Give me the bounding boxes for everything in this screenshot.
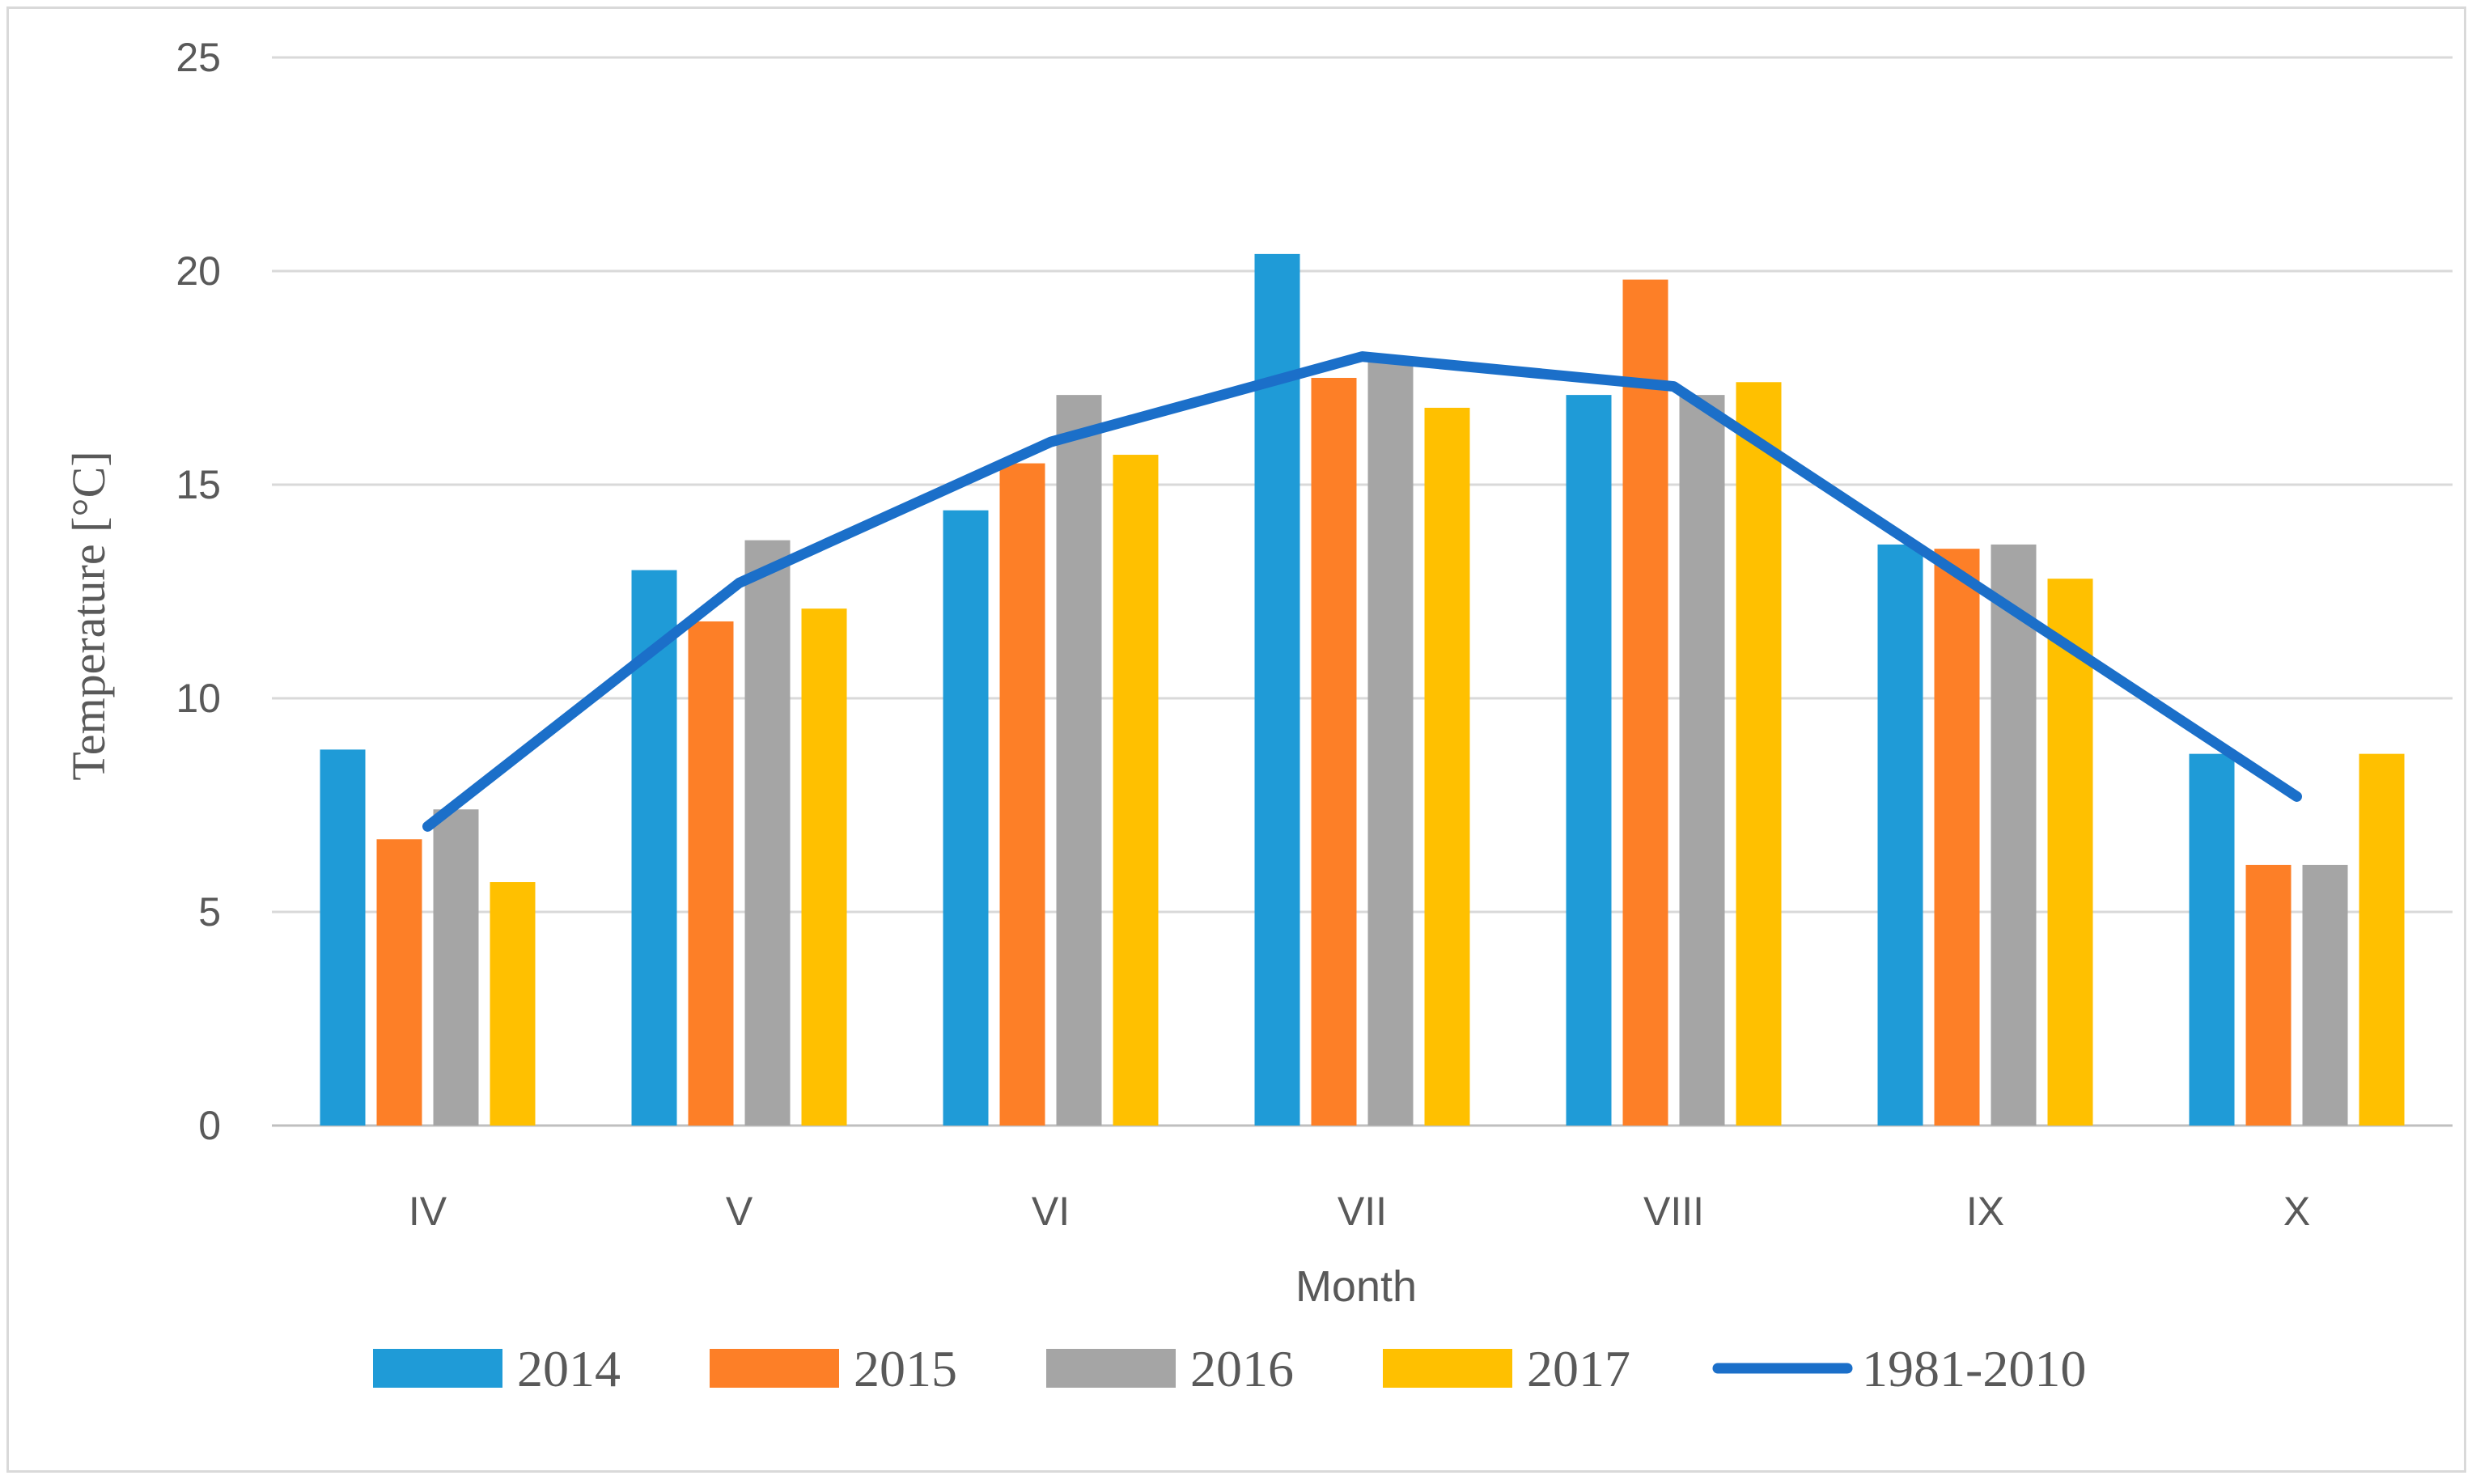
legend-item-1981-2010: 1981-2010	[1712, 1340, 2086, 1397]
legend-swatch	[1383, 1349, 1512, 1388]
bar-2016-IX	[1991, 544, 2037, 1126]
legend-item-2014: 2014	[373, 1340, 621, 1397]
bar-2017-V	[801, 608, 847, 1126]
bar-2015-VI	[999, 463, 1045, 1126]
bar-2017-VI	[1113, 455, 1159, 1126]
legend-item-2017: 2017	[1383, 1340, 1630, 1397]
x-tick-label: X	[2283, 1189, 2310, 1234]
bar-2014-IV	[320, 749, 366, 1126]
bar-2016-VIII	[1679, 395, 1725, 1126]
bar-2016-VI	[1056, 395, 1102, 1126]
x-tick-label: VII	[1338, 1189, 1387, 1234]
bar-2017-VIII	[1736, 382, 1782, 1126]
bar-2014-VI	[943, 510, 989, 1126]
bar-2017-X	[2359, 753, 2405, 1126]
bar-2014-X	[2189, 753, 2235, 1126]
bar-2014-IX	[1877, 544, 1923, 1126]
legend-swatch	[710, 1349, 839, 1388]
bar-2016-X	[2302, 864, 2348, 1126]
x-tick-label: VI	[1032, 1189, 1070, 1234]
y-tick-label: 25	[176, 35, 221, 80]
bar-2016-V	[744, 540, 791, 1126]
bar-2015-X	[2245, 864, 2292, 1126]
bar-2015-VIII	[1622, 279, 1668, 1126]
legend-label: 2014	[517, 1340, 621, 1397]
legend-label: 1981-2010	[1862, 1340, 2086, 1397]
chart-svg: 0 5 10 15 20 25 IV V VI VII VIII IX X Temperature […	[62, 35, 2453, 1397]
bar-2016-IV	[433, 809, 479, 1126]
y-axis-title: Temperature [°C]	[62, 451, 115, 780]
bar-2017-IX	[2047, 579, 2093, 1126]
legend: 2014 2015 2016 2017 1981-2010	[373, 1340, 2086, 1397]
bar-2016-VII	[1367, 356, 1414, 1126]
bar-2014-VIII	[1566, 395, 1612, 1126]
legend-swatch	[373, 1349, 502, 1388]
bar-2015-V	[688, 621, 734, 1126]
x-tick-label: IV	[409, 1189, 447, 1234]
legend-item-2016: 2016	[1046, 1340, 1294, 1397]
y-tick-label: 10	[176, 676, 221, 721]
legend-swatch	[1046, 1349, 1176, 1388]
chart-frame: 0 5 10 15 20 25 IV V VI VII VIII IX X Temperature […	[6, 6, 2466, 1473]
bar-2017-IV	[490, 882, 536, 1126]
y-tick-label: 20	[176, 248, 221, 294]
average-line	[422, 351, 2302, 832]
y-tick-label: 5	[198, 889, 221, 935]
bar-2014-VII	[1254, 253, 1300, 1126]
legend-label: 2016	[1190, 1340, 1294, 1397]
x-tick-labels: IV V VI VII VIII IX X	[409, 1189, 2310, 1234]
bar-2015-IX	[1934, 549, 1980, 1126]
x-axis-title: Month	[1295, 1262, 1417, 1311]
y-tick-labels: 0 5 10 15 20 25	[176, 35, 221, 1148]
gridlines	[272, 56, 2453, 1127]
bar-2017-VII	[1424, 407, 1470, 1126]
y-tick-label: 15	[176, 462, 221, 507]
x-tick-label: VIII	[1643, 1189, 1704, 1234]
y-tick-label: 0	[198, 1103, 221, 1148]
bars	[320, 253, 2405, 1126]
legend-label: 2015	[854, 1340, 957, 1397]
x-tick-label: V	[726, 1189, 753, 1234]
legend-label: 2017	[1527, 1340, 1630, 1397]
bar-2015-VII	[1311, 378, 1357, 1126]
x-tick-label: IX	[1966, 1189, 2004, 1234]
bar-2015-IV	[376, 839, 422, 1126]
legend-item-2015: 2015	[710, 1340, 957, 1397]
